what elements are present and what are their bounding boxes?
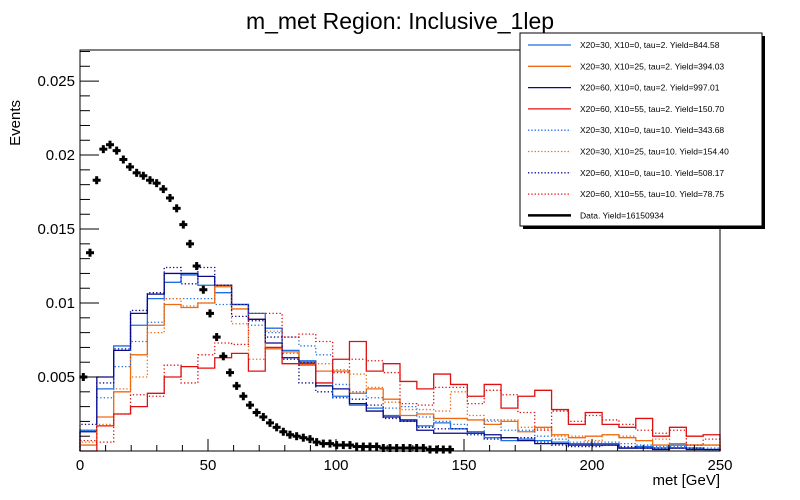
data-point	[439, 445, 448, 454]
histogram-series-0	[79, 274, 721, 451]
data-point	[232, 381, 241, 390]
legend-entry-label: X20=30, X10=25, tau=10. Yield=154.40	[580, 147, 729, 157]
y-tick-label: 0.02	[46, 147, 75, 164]
legend: X20=30, X10=0, tau=2. Yield=844.58 X20=30…	[519, 32, 765, 229]
data-point	[219, 352, 228, 361]
data-point	[265, 418, 274, 427]
x-tick-label: 150	[451, 457, 476, 474]
x-tick-label: 250	[707, 457, 732, 474]
legend-box	[519, 32, 763, 227]
plot-frame	[79, 49, 721, 452]
data-point	[139, 171, 148, 180]
data-point	[199, 285, 208, 294]
legend-entry-label: X20=30, X10=0, tau=10. Yield=343.68	[580, 125, 724, 135]
data-point	[112, 146, 121, 155]
data-point	[392, 444, 401, 453]
data-point	[352, 442, 361, 451]
x-tick-label: 100	[323, 457, 348, 474]
legend-entry-label: Data. Yield=16150934	[580, 210, 664, 220]
data-point	[285, 430, 294, 439]
data-point	[272, 423, 281, 432]
histogram-series-6	[79, 266, 721, 451]
data-point	[412, 444, 421, 453]
data-point	[405, 444, 414, 453]
data-point	[259, 412, 268, 421]
data-point	[105, 140, 114, 149]
data-point	[319, 439, 328, 448]
histogram-series-5	[79, 284, 721, 451]
data-point	[432, 445, 441, 454]
legend-entry-label: X20=60, X10=0, tau=2. Yield=997.01	[580, 83, 720, 93]
data-point	[425, 445, 434, 454]
data-point	[225, 368, 234, 377]
data-point	[172, 204, 181, 213]
data-point	[399, 444, 408, 453]
data-point	[305, 435, 314, 444]
legend-entry-label: X20=30, X10=0, tau=2. Yield=844.58	[580, 40, 720, 50]
x-tick-label: 50	[200, 457, 217, 474]
data-point	[299, 433, 308, 442]
data-point	[132, 168, 141, 177]
data-point	[179, 220, 188, 229]
data-point	[279, 427, 288, 436]
legend-entry-label: X20=60, X10=55, tau=2. Yield=150.70	[580, 104, 724, 114]
y-tick-label: 0.01	[46, 295, 75, 312]
data-point	[252, 408, 261, 417]
legend-entry-label: X20=60, X10=55, tau=10. Yield=78.75	[580, 189, 724, 199]
x-axis-label: met [GeV]	[652, 472, 720, 489]
data-point	[445, 445, 454, 454]
data-point	[185, 239, 194, 248]
data-point	[365, 442, 374, 451]
plot-series	[79, 140, 721, 454]
data-point	[152, 179, 161, 188]
data-point	[345, 441, 354, 450]
data-point	[325, 439, 334, 448]
data-point	[92, 176, 101, 185]
histogram-series-7	[79, 312, 721, 451]
data-point	[165, 193, 174, 202]
data-point	[212, 333, 221, 342]
data-point	[312, 438, 321, 447]
data-point	[372, 442, 381, 451]
x-tick-label: 200	[579, 457, 604, 474]
data-point	[99, 145, 108, 154]
data-point	[379, 444, 388, 453]
data-point	[145, 176, 154, 185]
legend-entry-label: X20=60, X10=0, tau=10. Yield=508.17	[580, 168, 724, 178]
legend-entry-label: X20=30, X10=25, tau=2. Yield=394.03	[580, 61, 724, 71]
data-point	[125, 162, 134, 171]
x-tick-label: 0	[76, 457, 84, 474]
data-point	[419, 444, 428, 453]
data-point	[359, 442, 368, 451]
data-point	[85, 248, 94, 257]
histogram-series-3	[80, 340, 721, 452]
data-point	[292, 432, 301, 441]
histogram-series-2	[79, 272, 721, 451]
data-point	[192, 262, 201, 271]
data-point	[159, 185, 168, 194]
y-axis-label: Events	[7, 100, 24, 146]
data-point	[339, 441, 348, 450]
data-point	[239, 392, 248, 401]
y-tick-label: 0.005	[37, 369, 75, 386]
y-tick-label: 0.025	[37, 73, 75, 90]
data-point	[245, 401, 254, 410]
y-tick-label: 0.015	[37, 221, 75, 238]
data-point	[205, 309, 214, 318]
data-point	[385, 444, 394, 453]
axes: 0 50 100 150 200 250 0.005 0.01 0.015 0.02 0.025	[37, 49, 733, 474]
chart-title: m_met Region: Inclusive_1lep	[246, 8, 554, 34]
data-point	[332, 441, 341, 450]
data-point	[119, 155, 128, 164]
